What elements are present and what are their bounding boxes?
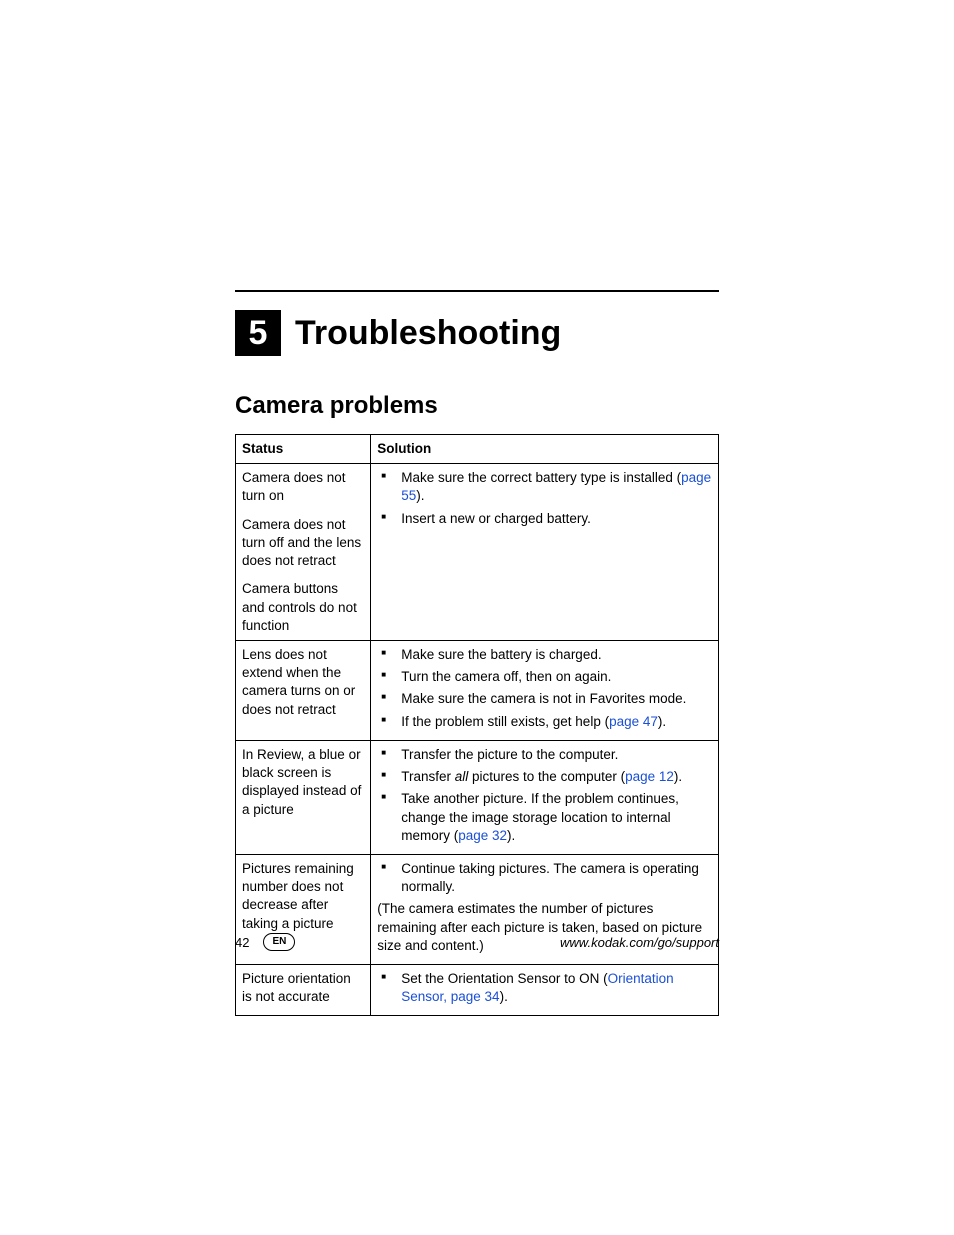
solution-cell: Transfer the picture to the computer. Tr… (371, 740, 719, 854)
solution-item: Turn the camera off, then on again. (377, 668, 712, 686)
language-badge: EN (263, 933, 295, 951)
status-cell: In Review, a blue or black screen is dis… (236, 740, 371, 854)
solution-text: ). (416, 488, 424, 503)
solution-item: Set the Orientation Sensor to ON (Orient… (377, 970, 712, 1006)
solution-text: Make sure the correct battery type is in… (401, 470, 681, 485)
solution-item: Transfer the picture to the computer. (377, 746, 712, 764)
solution-text: Transfer (401, 769, 455, 784)
solution-item: Make sure the correct battery type is in… (377, 469, 712, 505)
page-link[interactable]: page 47 (609, 714, 658, 729)
solution-item: Continue taking pictures. The camera is … (377, 860, 712, 896)
chapter-number-box: 5 (235, 310, 281, 356)
troubleshooting-table: Status Solution Camera does not turn on … (235, 434, 719, 1016)
status-cell: Camera does not turn off and the lens do… (236, 511, 371, 576)
table-row: Picture orientation is not accurate Set … (236, 965, 719, 1016)
solution-text: ). (674, 769, 682, 784)
solution-item: Take another picture. If the problem con… (377, 790, 712, 845)
solution-text: ). (658, 714, 666, 729)
section-title: Camera problems (235, 392, 719, 420)
chapter-title: Troubleshooting (295, 314, 561, 353)
header-solution: Solution (371, 435, 719, 464)
status-cell: Camera does not turn on (236, 464, 371, 511)
chapter-heading: 5 Troubleshooting (235, 310, 719, 356)
solution-item: Make sure the camera is not in Favorites… (377, 690, 712, 708)
table-row: Lens does not extend when the camera tur… (236, 640, 719, 740)
solution-item: Make sure the battery is charged. (377, 646, 712, 664)
top-rule (235, 290, 719, 292)
solution-text: If the problem still exists, get help ( (401, 714, 609, 729)
page-number: 42 (235, 935, 249, 950)
header-status: Status (236, 435, 371, 464)
status-cell: Lens does not extend when the camera tur… (236, 640, 371, 740)
table-row: In Review, a blue or black screen is dis… (236, 740, 719, 854)
solution-cell: Make sure the correct battery type is in… (371, 464, 719, 641)
solution-text: pictures to the computer ( (468, 769, 625, 784)
status-cell: Camera buttons and controls do not funct… (236, 575, 371, 640)
footer-url[interactable]: www.kodak.com/go/support (295, 935, 719, 950)
solution-item: Insert a new or charged battery. (377, 510, 712, 528)
table-header-row: Status Solution (236, 435, 719, 464)
solution-text: Set the Orientation Sensor to ON ( (401, 971, 607, 986)
solution-cell: Set the Orientation Sensor to ON (Orient… (371, 965, 719, 1016)
page-link[interactable]: page 12 (625, 769, 674, 784)
solution-item: Transfer all pictures to the computer (p… (377, 768, 712, 786)
solution-text: ). (500, 989, 508, 1004)
solution-item: If the problem still exists, get help (p… (377, 713, 712, 731)
page-link[interactable]: page 32 (458, 828, 507, 843)
solution-cell: Make sure the battery is charged. Turn t… (371, 640, 719, 740)
solution-text: Take another picture. If the problem con… (401, 791, 679, 842)
page-footer: 42 EN www.kodak.com/go/support (235, 933, 719, 951)
solution-text-ital: all (455, 769, 469, 784)
status-cell: Picture orientation is not accurate (236, 965, 371, 1016)
solution-text: ). (507, 828, 515, 843)
table-row: Camera does not turn on Make sure the co… (236, 464, 719, 511)
